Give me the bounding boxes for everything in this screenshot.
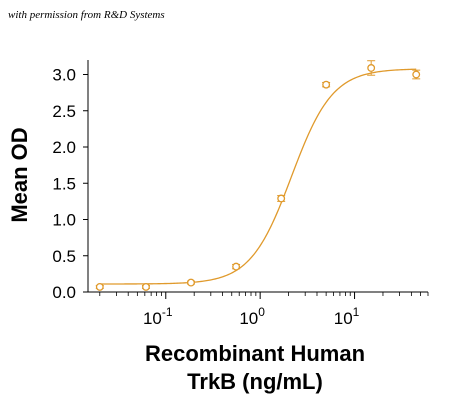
y-axis-title: Mean OD <box>7 127 32 222</box>
data-point <box>232 262 241 271</box>
x-tick-label: 10-1 <box>143 305 173 328</box>
y-tick-label: 2.0 <box>52 138 76 157</box>
y-tick-label: 0.5 <box>52 247 76 266</box>
point-marker <box>232 262 241 271</box>
data-point <box>186 278 195 287</box>
x-tick-label: 100 <box>239 305 265 328</box>
y-tick-label: 1.0 <box>52 211 76 230</box>
y-tick-label: 1.5 <box>52 174 76 193</box>
point-marker <box>412 70 421 79</box>
y-tick-label: 0.0 <box>52 283 76 302</box>
data-point <box>277 194 286 203</box>
point-marker <box>187 278 195 287</box>
data-point <box>141 282 150 291</box>
data-point <box>367 60 376 76</box>
point-marker <box>322 80 331 89</box>
point-marker <box>277 194 286 203</box>
point-marker <box>142 282 150 291</box>
point-marker <box>367 64 376 72</box>
y-tick-label: 2.5 <box>52 102 76 121</box>
point-marker <box>95 282 104 291</box>
x-tick-label: 101 <box>334 305 360 328</box>
x-axis-title-line-1: Recombinant Human <box>145 341 365 366</box>
fit-curve <box>99 68 417 285</box>
y-tick-label: 3.0 <box>52 66 76 85</box>
axes: 0.0 0.5 1.0 1.5 2.0 2.5 3.0 10-1 100 101 <box>52 60 429 328</box>
data-point <box>412 69 421 80</box>
data-points <box>95 60 421 291</box>
data-point <box>322 80 331 89</box>
credit-text: with permission from R&D Systems <box>8 9 165 21</box>
data-point <box>95 282 104 291</box>
x-axis-title-line-2: TrkB (ng/mL) <box>187 369 323 394</box>
